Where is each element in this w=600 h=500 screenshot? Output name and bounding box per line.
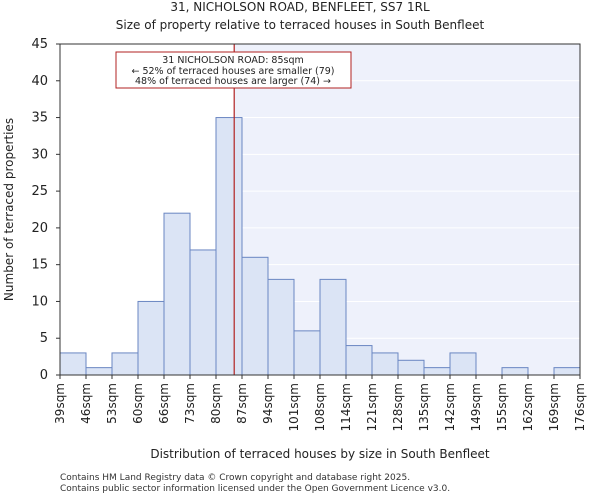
- bar: [449, 352, 477, 376]
- y-tick-label: 15: [31, 258, 48, 273]
- bar: [345, 345, 373, 376]
- bar: [111, 352, 139, 376]
- bar: [293, 330, 321, 376]
- bar: [59, 352, 87, 376]
- y-tick-label: 45: [31, 37, 48, 52]
- bar: [85, 367, 113, 376]
- x-tick-label: 149sqm: [469, 383, 483, 431]
- x-tick-label: 66sqm: [157, 383, 171, 424]
- bar: [163, 212, 191, 376]
- y-tick-label: 40: [31, 74, 48, 89]
- y-tick-label: 20: [31, 221, 48, 236]
- bar: [423, 367, 451, 376]
- x-tick-label: 155sqm: [495, 383, 509, 431]
- x-tick-label: 53sqm: [105, 383, 119, 424]
- x-tick-label: 94sqm: [261, 383, 275, 424]
- bar: [501, 367, 529, 376]
- annotation-line-2: ← 52% of terraced houses are smaller (79…: [131, 66, 334, 77]
- annotation-line-3: 48% of terraced houses are larger (74) →: [135, 76, 331, 87]
- bar: [215, 117, 243, 376]
- chart-title: 31, NICHOLSON ROAD, BENFLEET, SS7 1RL: [170, 0, 430, 14]
- x-tick-label: 101sqm: [287, 383, 301, 431]
- x-tick-label: 60sqm: [131, 383, 145, 424]
- x-tick-label: 142sqm: [443, 383, 457, 431]
- x-tick-label: 169sqm: [547, 383, 561, 431]
- x-tick-label: 121sqm: [365, 383, 379, 431]
- annotation-line-1: 31 NICHOLSON ROAD: 85sqm: [162, 55, 303, 66]
- y-axis-label: Number of terraced properties: [2, 118, 16, 301]
- x-tick-label: 73sqm: [183, 383, 197, 424]
- bar: [319, 278, 347, 376]
- bar: [241, 256, 269, 376]
- bar: [189, 249, 217, 376]
- x-tick-label: 108sqm: [313, 383, 327, 431]
- x-tick-label: 162sqm: [521, 383, 535, 431]
- y-tick-label: 30: [31, 147, 48, 162]
- x-tick-label: 87sqm: [235, 383, 249, 424]
- bar: [267, 278, 295, 376]
- bar: [397, 359, 425, 376]
- annotation-box: [115, 51, 352, 89]
- y-tick-label: 10: [31, 294, 48, 309]
- y-tick-label: 0: [40, 368, 48, 383]
- bar: [137, 300, 165, 376]
- bar: [553, 367, 581, 376]
- x-tick-label: 128sqm: [391, 383, 405, 431]
- x-tick-label: 46sqm: [79, 383, 93, 424]
- bar: [371, 352, 399, 376]
- footer-copyright: Contains HM Land Registry data © Crown c…: [60, 473, 411, 483]
- footer-licence: Contains public sector information licen…: [60, 484, 451, 494]
- y-tick-label: 25: [31, 184, 48, 199]
- x-tick-label: 135sqm: [417, 383, 431, 431]
- x-tick-label: 114sqm: [339, 383, 353, 431]
- y-tick-label: 35: [31, 111, 48, 126]
- x-tick-label: 176sqm: [573, 383, 587, 431]
- y-tick-label: 5: [40, 331, 48, 346]
- x-tick-label: 39sqm: [53, 383, 67, 424]
- chart-subtitle: Size of property relative to terraced ho…: [115, 18, 485, 32]
- x-axis-label: Distribution of terraced houses by size …: [150, 447, 490, 461]
- x-tick-label: 80sqm: [209, 383, 223, 424]
